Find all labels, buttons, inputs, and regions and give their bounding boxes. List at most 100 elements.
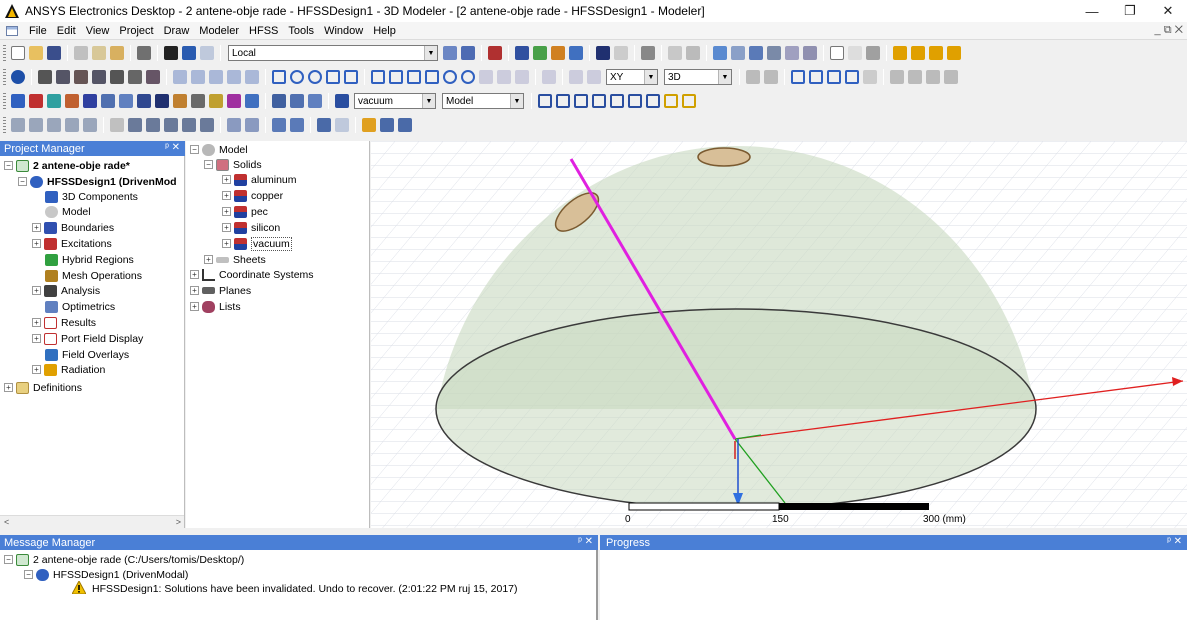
cylinder-icon[interactable] bbox=[389, 70, 403, 84]
terminal-icon[interactable] bbox=[119, 94, 133, 108]
rotate2-icon[interactable] bbox=[146, 118, 160, 132]
paste-icon[interactable] bbox=[110, 46, 124, 60]
delete-icon[interactable] bbox=[164, 46, 178, 60]
render-icon[interactable] bbox=[641, 46, 655, 60]
snap-icon[interactable] bbox=[686, 46, 700, 60]
expand-icon[interactable]: + bbox=[222, 223, 231, 232]
expand-icon[interactable]: + bbox=[32, 286, 41, 295]
arrange-icon[interactable] bbox=[461, 46, 475, 60]
polygon-icon[interactable] bbox=[326, 70, 340, 84]
menu-file[interactable]: File bbox=[29, 24, 47, 37]
equation-surface-icon[interactable] bbox=[344, 70, 358, 84]
arc2-icon[interactable] bbox=[227, 70, 241, 84]
message-warning-row[interactable]: HFSSDesign1: Solutions have been invalid… bbox=[71, 579, 518, 596]
mesh-icon[interactable] bbox=[47, 94, 61, 108]
orient6-icon[interactable] bbox=[128, 70, 142, 84]
boundary-icon[interactable] bbox=[11, 94, 25, 108]
tree-item-hybrid-regions[interactable]: Hybrid Regions bbox=[45, 252, 134, 267]
material2-icon[interactable] bbox=[803, 46, 817, 60]
material-icon[interactable] bbox=[785, 46, 799, 60]
expand-icon[interactable]: + bbox=[190, 270, 199, 279]
panel-pin-close-buttons[interactable]: ᵖ ✕ bbox=[165, 142, 180, 153]
orient5-icon[interactable] bbox=[110, 70, 124, 84]
chevron-down-icon[interactable]: ▼ bbox=[718, 70, 731, 84]
box-icon[interactable] bbox=[371, 70, 385, 84]
zoom-out-icon[interactable] bbox=[290, 118, 304, 132]
model-select[interactable]: Model ▼ bbox=[442, 93, 524, 109]
menu-tools[interactable]: Tools bbox=[288, 24, 315, 37]
hybrid-view-icon[interactable] bbox=[362, 118, 376, 132]
radiation-icon[interactable] bbox=[65, 94, 79, 108]
chevron-down-icon[interactable]: ▼ bbox=[422, 94, 435, 108]
tree-item-radiation[interactable]: + Radiation bbox=[32, 362, 105, 377]
redo-view-icon[interactable] bbox=[335, 118, 349, 132]
spline-icon[interactable] bbox=[191, 70, 205, 84]
validate-icon[interactable] bbox=[533, 46, 547, 60]
tree-planes[interactable]: + Planes bbox=[190, 283, 251, 298]
boolean2-icon[interactable] bbox=[764, 70, 778, 84]
grid-icon[interactable] bbox=[668, 46, 682, 60]
table-icon[interactable] bbox=[830, 46, 844, 60]
menu-hfss[interactable]: HFSS bbox=[249, 24, 279, 37]
tree-item-excitations[interactable]: + Excitations bbox=[32, 236, 112, 251]
expand-icon[interactable]: + bbox=[32, 334, 41, 343]
select-highlight2-icon[interactable] bbox=[682, 94, 696, 108]
zoom-in-icon[interactable] bbox=[272, 118, 286, 132]
scroll-left-icon[interactable]: < bbox=[4, 517, 10, 527]
hybrid2-icon[interactable] bbox=[290, 94, 304, 108]
person3-icon[interactable] bbox=[929, 46, 943, 60]
menu-help[interactable]: Help bbox=[373, 24, 396, 37]
orient7-icon[interactable] bbox=[146, 70, 160, 84]
panel-splitter[interactable] bbox=[0, 528, 1187, 535]
spiral-icon[interactable] bbox=[497, 70, 511, 84]
undo-icon[interactable] bbox=[182, 46, 196, 60]
zoom-icon[interactable] bbox=[200, 118, 214, 132]
panel-pin-close-buttons[interactable]: ᵖ ✕ bbox=[578, 536, 593, 547]
tree-item-analysis[interactable]: + Analysis bbox=[32, 283, 100, 298]
ellipse-icon[interactable] bbox=[308, 70, 322, 84]
polyline-icon[interactable] bbox=[173, 70, 187, 84]
rotate-icon[interactable] bbox=[128, 118, 142, 132]
wave-port-icon[interactable] bbox=[83, 94, 97, 108]
undo-view-icon[interactable] bbox=[317, 118, 331, 132]
pan-icon[interactable] bbox=[110, 118, 124, 132]
select-vertex-icon[interactable] bbox=[592, 94, 606, 108]
subtract-icon[interactable] bbox=[809, 70, 823, 84]
close-button[interactable]: ✕ bbox=[1162, 3, 1174, 18]
rotate3-icon[interactable] bbox=[164, 118, 178, 132]
point2-icon[interactable] bbox=[569, 70, 583, 84]
tree-item-model[interactable]: Model bbox=[45, 204, 91, 219]
tree-item-boundaries[interactable]: + Boundaries bbox=[32, 220, 114, 235]
menu-window[interactable]: Window bbox=[324, 24, 364, 37]
tree-material-vacuum[interactable]: + vacuum bbox=[222, 236, 292, 251]
excitation-icon[interactable] bbox=[29, 94, 43, 108]
tree-item-definitions[interactable]: + Definitions bbox=[4, 380, 82, 395]
minimize-button[interactable]: — bbox=[1085, 3, 1099, 19]
regular-polyhedron-icon[interactable] bbox=[407, 70, 421, 84]
expand-icon[interactable]: + bbox=[32, 239, 41, 248]
tree-coordinate-systems[interactable]: + Coordinate Systems bbox=[190, 267, 314, 282]
expand-icon[interactable]: + bbox=[190, 302, 199, 311]
tree-item-results[interactable]: + Results bbox=[32, 315, 96, 330]
select-by-area-icon[interactable] bbox=[646, 94, 660, 108]
wrap-icon[interactable] bbox=[926, 70, 940, 84]
expand-icon[interactable]: + bbox=[190, 286, 199, 295]
hybrid-view3-icon[interactable] bbox=[398, 118, 412, 132]
results-icon[interactable] bbox=[569, 46, 583, 60]
tree-lists[interactable]: + Lists bbox=[190, 299, 241, 314]
point-icon[interactable] bbox=[542, 70, 556, 84]
document-icon[interactable] bbox=[6, 25, 18, 36]
tree-material-pec[interactable]: + pec bbox=[222, 204, 268, 219]
panel-pin-close-buttons[interactable]: ᵖ ✕ bbox=[1167, 536, 1182, 547]
orient3-icon[interactable] bbox=[74, 70, 88, 84]
analyze-icon[interactable] bbox=[551, 46, 565, 60]
tree-item-field-overlays[interactable]: Field Overlays bbox=[45, 347, 129, 362]
select-body-icon[interactable] bbox=[628, 94, 642, 108]
copy-icon[interactable] bbox=[92, 46, 106, 60]
tree-design[interactable]: − HFSSDesign1 (DrivenMod bbox=[18, 174, 177, 189]
tree-item-optimetrics[interactable]: Optimetrics bbox=[45, 299, 115, 314]
rectangle-icon[interactable] bbox=[272, 70, 286, 84]
tree-item-mesh-operations[interactable]: Mesh Operations bbox=[45, 268, 142, 283]
select-edge-icon[interactable] bbox=[574, 94, 588, 108]
new-file-icon[interactable] bbox=[11, 46, 25, 60]
